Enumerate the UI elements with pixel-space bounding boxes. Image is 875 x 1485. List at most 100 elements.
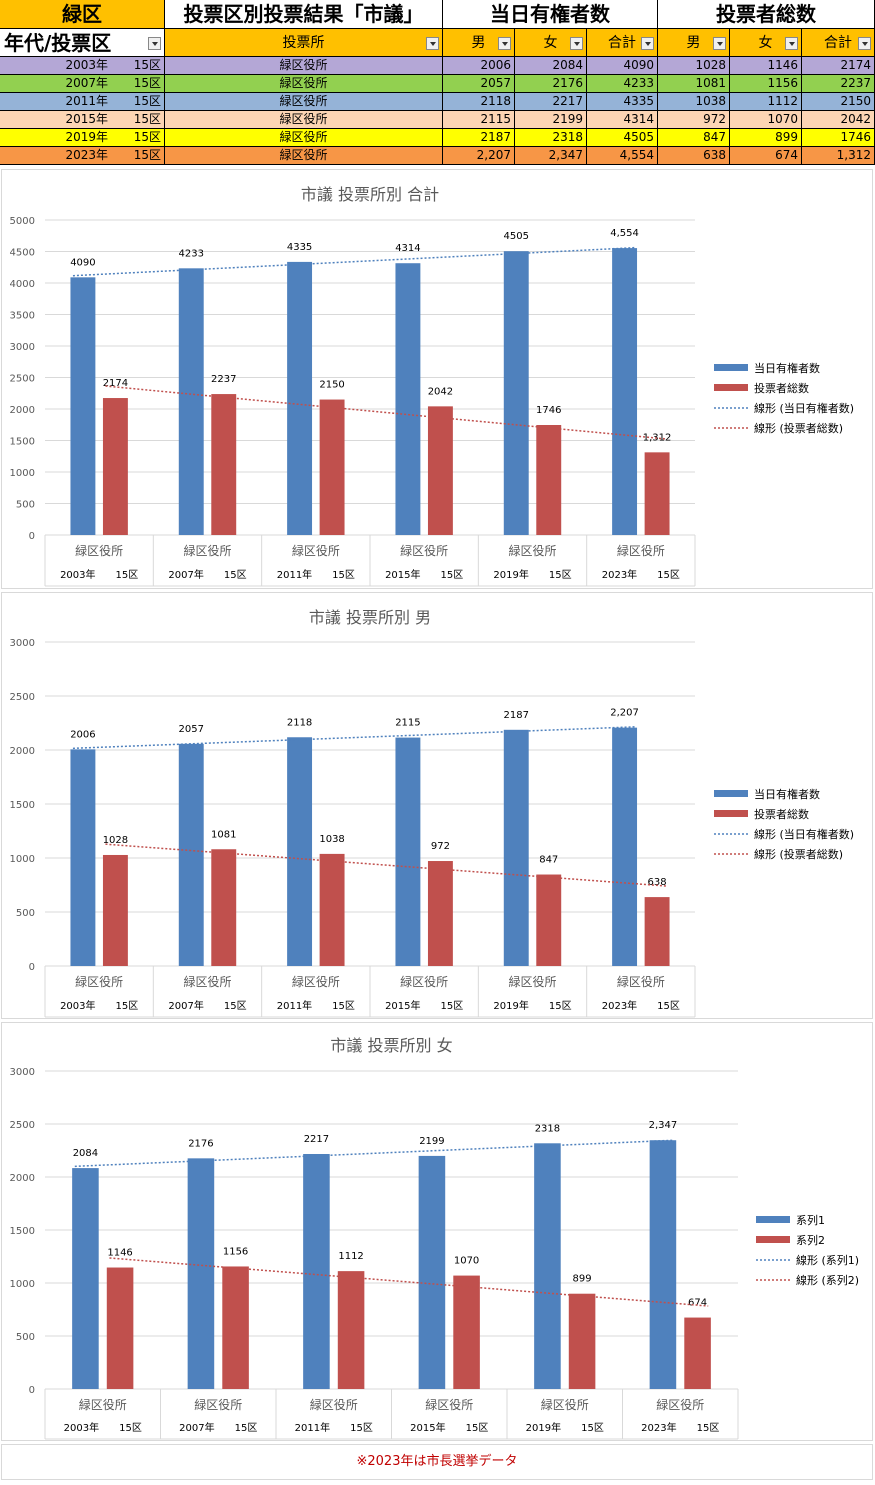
cell-district[interactable]: 15区 [110, 75, 165, 93]
bar-series2[interactable] [536, 425, 562, 535]
bar-series2[interactable] [536, 874, 562, 966]
bar-series1[interactable] [649, 1140, 677, 1389]
bar-series1[interactable] [503, 729, 529, 966]
cell-t-t[interactable]: 2174 [802, 57, 875, 75]
cell-v-m[interactable]: 2057 [443, 75, 515, 93]
cell-v-f[interactable]: 2,347 [515, 147, 587, 165]
bar-series2[interactable] [102, 398, 128, 535]
bar-series2[interactable] [222, 1266, 249, 1389]
cell-t-f[interactable]: 1156 [730, 75, 802, 93]
cell-v-m[interactable]: 2,207 [443, 147, 515, 165]
filter-dropdown-icon[interactable] [641, 37, 654, 50]
table-row[interactable]: 2011年 15区 緑区役所 2118 2217 4335 1038 1112 2150 [0, 93, 875, 111]
year-column-header[interactable]: 年代/投票区 [0, 29, 165, 57]
cell-t-t[interactable]: 2237 [802, 75, 875, 93]
bar-series1[interactable] [70, 749, 96, 966]
cell-station[interactable]: 緑区役所 [165, 147, 443, 165]
cell-t-f[interactable]: 1112 [730, 93, 802, 111]
cell-year[interactable]: 2011年 [0, 93, 110, 111]
turnout-total-header[interactable]: 合計 [802, 29, 875, 57]
bar-series1[interactable] [418, 1155, 446, 1389]
cell-t-m[interactable]: 1038 [658, 93, 730, 111]
table-row[interactable]: 2019年 15区 緑区役所 2187 2318 4505 847 899 1746 [0, 129, 875, 147]
cell-district[interactable]: 15区 [110, 129, 165, 147]
bar-series2[interactable] [453, 1275, 480, 1389]
cell-v-f[interactable]: 2176 [515, 75, 587, 93]
bar-series2[interactable] [211, 849, 237, 966]
cell-v-m[interactable]: 2006 [443, 57, 515, 75]
bar-series1[interactable] [287, 737, 313, 966]
bar-series2[interactable] [319, 853, 345, 966]
cell-v-t[interactable]: 4335 [587, 93, 658, 111]
cell-year[interactable]: 2023年 [0, 147, 110, 165]
turnout-women-header[interactable]: 女 [730, 29, 802, 57]
bar-series1[interactable] [187, 1158, 215, 1389]
cell-district[interactable]: 15区 [110, 57, 165, 75]
filter-active-icon[interactable] [426, 37, 439, 50]
bar-series1[interactable] [395, 737, 421, 966]
cell-t-m[interactable]: 972 [658, 111, 730, 129]
cell-t-t[interactable]: 1746 [802, 129, 875, 147]
cell-v-f[interactable]: 2199 [515, 111, 587, 129]
bar-series1[interactable] [612, 248, 638, 535]
cell-district[interactable]: 15区 [110, 147, 165, 165]
cell-t-f[interactable]: 899 [730, 129, 802, 147]
cell-station[interactable]: 緑区役所 [165, 57, 443, 75]
cell-station[interactable]: 緑区役所 [165, 93, 443, 111]
bar-series2[interactable] [644, 897, 670, 966]
bar-series1[interactable] [70, 277, 96, 535]
cell-t-m[interactable]: 1028 [658, 57, 730, 75]
bar-series1[interactable] [287, 261, 313, 535]
voters-men-header[interactable]: 男 [443, 29, 515, 57]
bar-series1[interactable] [503, 251, 529, 535]
bar-series2[interactable] [427, 861, 453, 966]
cell-v-t[interactable]: 4090 [587, 57, 658, 75]
bar-series2[interactable] [102, 854, 128, 966]
bar-series2[interactable] [568, 1293, 596, 1389]
cell-t-t[interactable]: 2150 [802, 93, 875, 111]
filter-dropdown-icon[interactable] [570, 37, 583, 50]
turnout-men-header[interactable]: 男 [658, 29, 730, 57]
station-column-header[interactable]: 投票所 [165, 29, 443, 57]
filter-dropdown-icon[interactable] [858, 37, 871, 50]
table-row[interactable]: 2007年 15区 緑区役所 2057 2176 4233 1081 1156 2237 [0, 75, 875, 93]
bar-series1[interactable] [303, 1153, 330, 1389]
cell-t-t[interactable]: 2042 [802, 111, 875, 129]
cell-v-f[interactable]: 2318 [515, 129, 587, 147]
bar-series1[interactable] [72, 1168, 99, 1389]
cell-district[interactable]: 15区 [110, 111, 165, 129]
table-row[interactable]: 2003年 15区 緑区役所 2006 2084 4090 1028 1146 2174 [0, 57, 875, 75]
cell-year[interactable]: 2019年 [0, 129, 110, 147]
cell-station[interactable]: 緑区役所 [165, 111, 443, 129]
filter-dropdown-icon[interactable] [148, 37, 161, 50]
cell-t-m[interactable]: 1081 [658, 75, 730, 93]
cell-v-f[interactable]: 2084 [515, 57, 587, 75]
bar-series1[interactable] [178, 268, 204, 535]
bar-series2[interactable] [427, 406, 453, 535]
cell-v-m[interactable]: 2187 [443, 129, 515, 147]
cell-t-f[interactable]: 674 [730, 147, 802, 165]
cell-t-m[interactable]: 638 [658, 147, 730, 165]
cell-district[interactable]: 15区 [110, 93, 165, 111]
table-row[interactable]: 2023年 15区 緑区役所 2,207 2,347 4,554 638 674 1,312 [0, 147, 875, 165]
cell-year[interactable]: 2007年 [0, 75, 110, 93]
filter-dropdown-icon[interactable] [713, 37, 726, 50]
cell-v-t[interactable]: 4,554 [587, 147, 658, 165]
filter-dropdown-icon[interactable] [498, 37, 511, 50]
chart-men[interactable]: 市議 投票所別 男 0 500 1000 1500 2000 2500 3000 2006 205… [1, 592, 873, 1019]
bar-series1[interactable] [612, 727, 638, 966]
bar-series2[interactable] [337, 1271, 365, 1389]
cell-t-f[interactable]: 1146 [730, 57, 802, 75]
cell-t-t[interactable]: 1,312 [802, 147, 875, 165]
bar-series2[interactable] [211, 394, 237, 535]
bar-series2[interactable] [319, 399, 345, 535]
cell-v-m[interactable]: 2118 [443, 93, 515, 111]
cell-year[interactable]: 2015年 [0, 111, 110, 129]
cell-v-t[interactable]: 4505 [587, 129, 658, 147]
voters-total-header[interactable]: 合計 [587, 29, 658, 57]
filter-dropdown-icon[interactable] [785, 37, 798, 50]
cell-v-t[interactable]: 4314 [587, 111, 658, 129]
cell-v-t[interactable]: 4233 [587, 75, 658, 93]
cell-v-f[interactable]: 2217 [515, 93, 587, 111]
cell-station[interactable]: 緑区役所 [165, 129, 443, 147]
